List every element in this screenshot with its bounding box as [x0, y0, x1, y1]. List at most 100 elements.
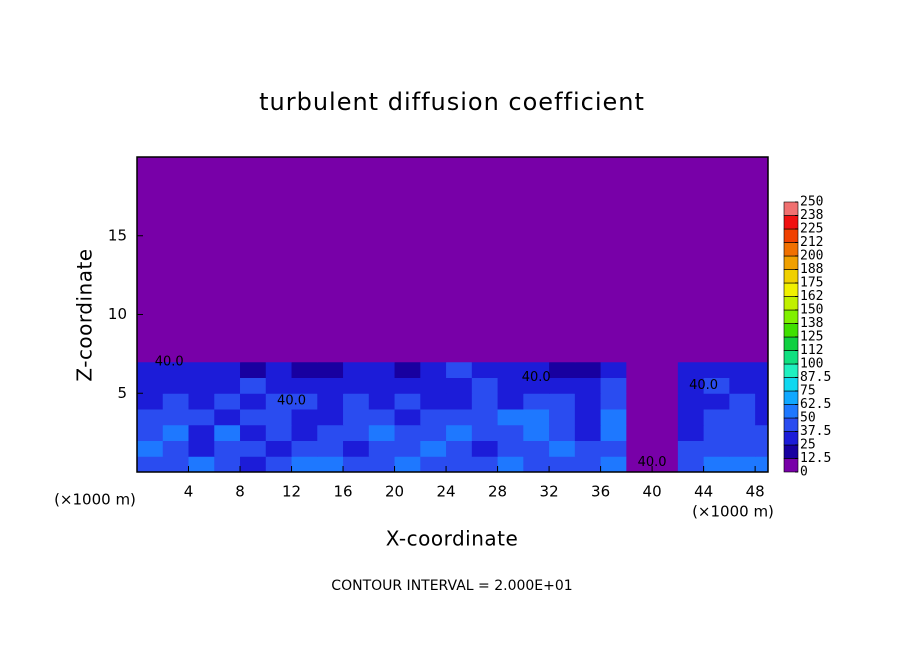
heat-cell: [729, 361, 756, 378]
heat-cell: [497, 456, 524, 472]
heat-cell: [677, 346, 705, 363]
heat-cell: [265, 456, 293, 472]
heat-cell: [137, 346, 164, 363]
x-unit-label: (×1000 m): [692, 503, 774, 521]
colorbar-box: [783, 431, 799, 446]
heat-cell: [368, 393, 396, 410]
colorbar-box: [783, 228, 799, 243]
colorbar-box: [783, 269, 799, 284]
heat-cell: [729, 440, 756, 457]
heat-cell: [677, 409, 705, 426]
heat-cell: [703, 346, 730, 363]
colorbar-label: 162: [800, 289, 823, 304]
heat-cell: [162, 424, 190, 441]
heat-cell: [446, 393, 473, 410]
heat-cell: [446, 440, 473, 457]
heat-cell: [600, 440, 627, 457]
heat-cell: [446, 409, 473, 426]
heat-cell: [317, 456, 344, 472]
heat-cell: [188, 456, 215, 472]
heat-cell: [497, 409, 524, 426]
heat-cell: [214, 361, 241, 378]
colorbar-label: 75: [800, 384, 816, 399]
heat-cell: [549, 377, 576, 394]
colorbar-label: 12.5: [800, 451, 831, 466]
colorbar-label: 62.5: [800, 397, 831, 412]
heat-cell: [317, 377, 344, 394]
heat-cell: [497, 424, 524, 441]
heat-cell: [188, 409, 215, 426]
heat-cell: [755, 440, 768, 457]
colorbar-label: 100: [800, 357, 823, 372]
heat-cell: [317, 393, 344, 410]
colorbar-box: [783, 215, 799, 230]
heat-cell: [420, 361, 447, 378]
heat-cell: [729, 409, 756, 426]
heat-cell: [343, 424, 370, 441]
heat-cell: [343, 440, 370, 457]
heat-cell: [677, 393, 705, 410]
heat-cell: [755, 361, 768, 378]
heat-cell: [394, 377, 421, 394]
x-tick-label: 32: [540, 483, 559, 501]
heat-cell: [626, 361, 653, 378]
colorbar-label: 25: [800, 438, 816, 453]
heat-cell: [703, 393, 730, 410]
heat-cell: [214, 424, 241, 441]
heat-cell: [600, 361, 627, 378]
heat-cell: [574, 346, 602, 363]
colorbar-label: 87.5: [800, 370, 831, 385]
heat-cell: [729, 346, 756, 363]
x-tick-label: 8: [235, 483, 245, 501]
heat-cell: [394, 346, 421, 363]
heat-cell: [188, 346, 215, 363]
heat-cell: [755, 424, 768, 441]
x-unit-label: (×1000 m): [54, 491, 136, 509]
heat-cell: [626, 346, 653, 363]
heat-cell: [265, 361, 293, 378]
heat-cell: [343, 393, 370, 410]
colorbar-label: 212: [800, 235, 823, 250]
heat-cell: [497, 346, 524, 363]
heat-cell: [137, 409, 164, 426]
colorbar-label: 37.5: [800, 424, 831, 439]
heat-cell: [343, 409, 370, 426]
heat-cell: [497, 393, 524, 410]
x-tick-label: 24: [437, 483, 456, 501]
colorbar-box: [783, 242, 799, 257]
heat-cell: [523, 456, 550, 472]
heat-cell: [703, 440, 730, 457]
heat-cell: [188, 440, 215, 457]
heat-cell: [471, 346, 499, 363]
heat-cell: [549, 456, 576, 472]
heat-cell: [214, 377, 241, 394]
heat-cell: [368, 440, 396, 457]
heat-cell: [523, 409, 550, 426]
heat-cell: [600, 393, 627, 410]
heat-cell: [523, 377, 550, 394]
colorbar-box: [783, 336, 799, 351]
heat-cell: [600, 377, 627, 394]
heat-cell: [162, 456, 190, 472]
colorbar-box: [783, 363, 799, 378]
heat-cell: [549, 393, 576, 410]
heat-cell: [755, 377, 768, 394]
colorbar-box: [783, 377, 799, 392]
heat-cell: [471, 456, 499, 472]
heat-cell: [240, 456, 267, 472]
heat-cell: [471, 409, 499, 426]
heat-cell: [703, 409, 730, 426]
heat-cell: [703, 456, 730, 472]
colorbar-box: [783, 309, 799, 324]
heat-cell: [162, 409, 190, 426]
heat-cell: [677, 456, 705, 472]
heat-cell: [343, 346, 370, 363]
heat-cell: [420, 440, 447, 457]
colorbar-label: 0: [800, 465, 808, 480]
heat-cell: [368, 361, 396, 378]
heat-cell: [394, 424, 421, 441]
heat-cell: [368, 424, 396, 441]
colorbar-box: [783, 458, 799, 473]
heat-cell: [291, 346, 318, 363]
